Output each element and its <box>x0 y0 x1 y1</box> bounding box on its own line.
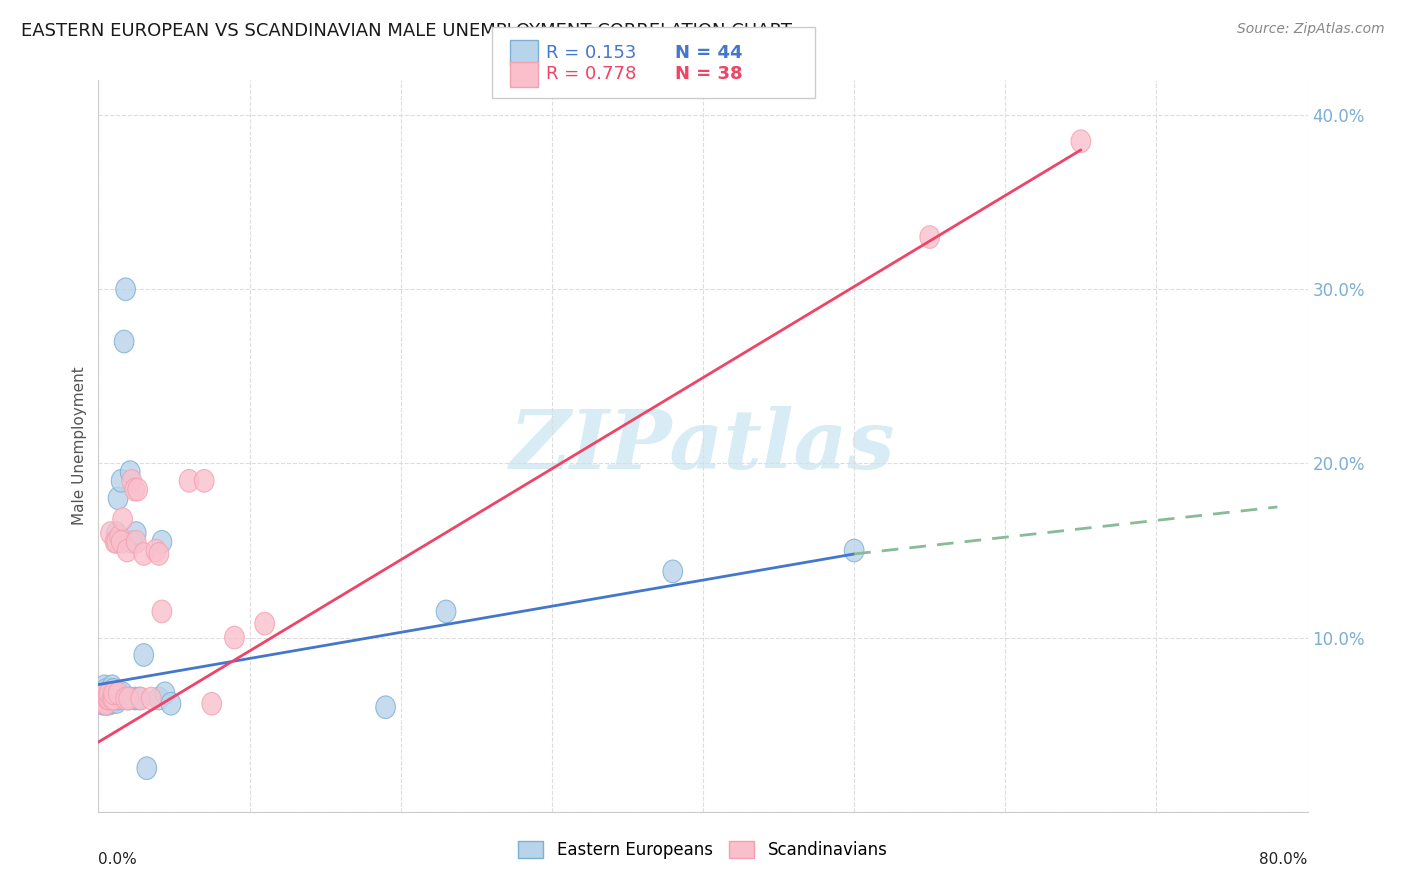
Ellipse shape <box>96 682 115 705</box>
Ellipse shape <box>103 690 122 714</box>
Ellipse shape <box>114 330 134 353</box>
Ellipse shape <box>103 687 122 710</box>
Ellipse shape <box>128 478 148 501</box>
Ellipse shape <box>152 600 172 623</box>
Ellipse shape <box>107 690 127 714</box>
Ellipse shape <box>101 522 121 544</box>
Text: 0.0%: 0.0% <box>98 852 138 867</box>
Text: 80.0%: 80.0% <box>1260 852 1308 867</box>
Ellipse shape <box>225 626 245 648</box>
Ellipse shape <box>96 679 115 701</box>
Ellipse shape <box>108 487 128 509</box>
Ellipse shape <box>111 469 131 492</box>
Ellipse shape <box>122 469 142 492</box>
Ellipse shape <box>146 539 166 562</box>
Ellipse shape <box>105 687 125 710</box>
Ellipse shape <box>142 687 162 710</box>
Text: ZIPatlas: ZIPatlas <box>510 406 896 486</box>
Ellipse shape <box>375 696 395 719</box>
Ellipse shape <box>96 692 115 715</box>
Legend: Eastern Europeans, Scandinavians: Eastern Europeans, Scandinavians <box>512 834 894 865</box>
Ellipse shape <box>107 522 127 544</box>
Ellipse shape <box>97 687 117 710</box>
Ellipse shape <box>127 531 146 553</box>
Ellipse shape <box>121 461 141 483</box>
Ellipse shape <box>134 644 153 666</box>
Ellipse shape <box>180 469 198 492</box>
Ellipse shape <box>112 682 132 705</box>
Ellipse shape <box>104 682 124 705</box>
Ellipse shape <box>131 687 150 710</box>
Ellipse shape <box>93 692 112 715</box>
Y-axis label: Male Unemployment: Male Unemployment <box>72 367 87 525</box>
Ellipse shape <box>162 692 181 715</box>
Ellipse shape <box>104 679 124 701</box>
Ellipse shape <box>101 679 121 701</box>
Ellipse shape <box>91 687 111 710</box>
Ellipse shape <box>1071 130 1091 153</box>
Ellipse shape <box>122 531 142 553</box>
Ellipse shape <box>664 560 682 582</box>
Ellipse shape <box>115 278 135 301</box>
Text: N = 38: N = 38 <box>675 65 742 83</box>
Ellipse shape <box>107 531 127 553</box>
Ellipse shape <box>127 522 146 544</box>
Ellipse shape <box>91 690 111 714</box>
Ellipse shape <box>105 531 125 553</box>
Ellipse shape <box>100 689 120 712</box>
Ellipse shape <box>104 687 124 710</box>
Ellipse shape <box>96 692 115 715</box>
Ellipse shape <box>101 687 121 710</box>
Text: N = 44: N = 44 <box>675 44 742 62</box>
Ellipse shape <box>100 692 120 715</box>
Ellipse shape <box>111 531 131 553</box>
Text: Source: ZipAtlas.com: Source: ZipAtlas.com <box>1237 22 1385 37</box>
Ellipse shape <box>152 531 172 553</box>
Ellipse shape <box>94 682 114 705</box>
Ellipse shape <box>110 525 129 548</box>
Ellipse shape <box>129 687 149 710</box>
Ellipse shape <box>97 683 117 706</box>
Ellipse shape <box>100 682 120 705</box>
Ellipse shape <box>103 675 122 698</box>
Ellipse shape <box>845 539 863 562</box>
Ellipse shape <box>194 469 214 492</box>
Ellipse shape <box>105 682 125 705</box>
Ellipse shape <box>108 682 128 705</box>
Ellipse shape <box>125 478 145 501</box>
Ellipse shape <box>120 687 138 710</box>
Ellipse shape <box>920 226 939 248</box>
Ellipse shape <box>115 687 135 710</box>
Ellipse shape <box>134 542 153 566</box>
Ellipse shape <box>254 612 274 635</box>
Ellipse shape <box>112 508 132 531</box>
Ellipse shape <box>125 687 145 710</box>
Ellipse shape <box>104 687 124 710</box>
Ellipse shape <box>94 675 114 698</box>
Ellipse shape <box>120 687 138 710</box>
Ellipse shape <box>136 756 156 780</box>
Ellipse shape <box>110 687 129 710</box>
Ellipse shape <box>117 539 136 562</box>
Text: R = 0.778: R = 0.778 <box>546 65 636 83</box>
Ellipse shape <box>149 542 169 566</box>
Ellipse shape <box>97 690 117 714</box>
Ellipse shape <box>202 692 222 715</box>
Ellipse shape <box>436 600 456 623</box>
Ellipse shape <box>93 687 112 710</box>
Text: EASTERN EUROPEAN VS SCANDINAVIAN MALE UNEMPLOYMENT CORRELATION CHART: EASTERN EUROPEAN VS SCANDINAVIAN MALE UN… <box>21 22 792 40</box>
Ellipse shape <box>149 687 169 710</box>
Ellipse shape <box>100 687 120 710</box>
Ellipse shape <box>94 690 114 714</box>
Ellipse shape <box>96 687 115 710</box>
Text: R = 0.153: R = 0.153 <box>546 44 636 62</box>
Ellipse shape <box>100 682 120 705</box>
Ellipse shape <box>155 682 174 705</box>
